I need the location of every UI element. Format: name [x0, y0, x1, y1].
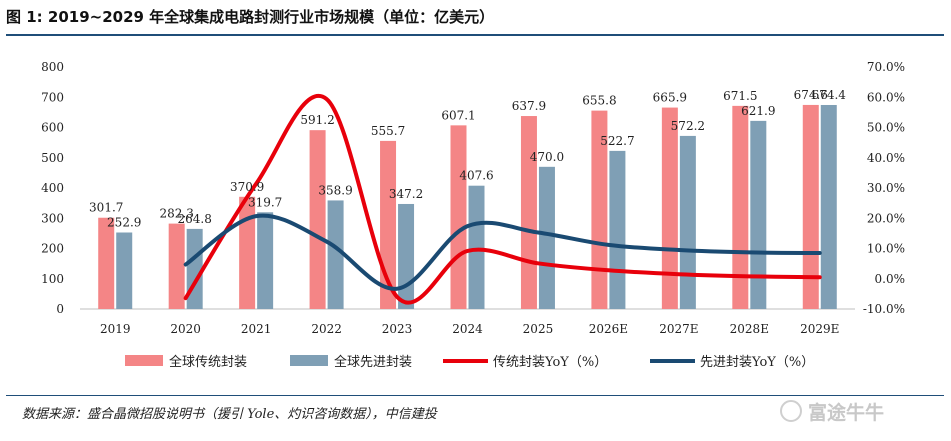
bar-advanced — [327, 200, 344, 309]
source-divider — [6, 395, 944, 396]
bar-advanced — [398, 203, 415, 309]
x-tick-label: 2026E — [589, 322, 628, 336]
data-label-advanced: 264.8 — [178, 212, 212, 226]
x-tick-label: 2028E — [730, 322, 769, 336]
bar-traditional — [661, 107, 678, 309]
bar-traditional — [309, 130, 326, 309]
y-left-tick-label: 700 — [41, 90, 64, 104]
y-right-tick-label: 40.0% — [867, 151, 905, 165]
legend-advanced-bar-label: 全球先进封装 — [334, 354, 412, 370]
bar-traditional — [802, 104, 819, 309]
data-label-advanced: 674.4 — [812, 88, 847, 102]
y-right-tick-label: 50.0% — [867, 121, 905, 135]
bar-advanced — [257, 212, 274, 309]
line-series — [183, 94, 822, 305]
data-label-traditional: 282.3 — [160, 207, 194, 221]
watermark: 富途牛牛 — [780, 398, 884, 425]
y-left-tick-label: 500 — [41, 151, 64, 165]
bar-traditional — [732, 105, 749, 309]
bar-advanced — [116, 232, 133, 309]
data-labels: 301.7 282.3 370.9 591.2 555.7 607.1 637.9 655.8… — [89, 88, 846, 230]
bar-advanced — [186, 228, 203, 309]
data-label-advanced: 347.2 — [389, 187, 423, 201]
y-left-tick-label: 800 — [41, 60, 64, 74]
data-label-traditional: 665.9 — [653, 91, 687, 105]
bar-traditional — [168, 223, 185, 309]
data-label-advanced: 319.7 — [248, 195, 282, 209]
watermark-logo-icon — [780, 400, 802, 422]
x-tick-label: 2020 — [170, 322, 201, 336]
x-tick-label: 2021 — [241, 322, 272, 336]
y-right-tick-label: 60.0% — [867, 90, 905, 104]
legend-traditional-line-label: 传统封装YoY（%） — [493, 355, 607, 370]
legend-traditional-bar-label: 全球传统封装 — [169, 354, 247, 370]
line-advanced-yoy — [183, 213, 822, 291]
legend-traditional-bar-swatch — [125, 355, 163, 366]
data-label-advanced: 621.9 — [741, 104, 775, 118]
y-right-tick-label: 10.0% — [867, 242, 905, 256]
x-tick-label: 2027E — [659, 322, 698, 336]
data-label-traditional: 674.6 — [794, 88, 828, 102]
data-label-traditional: 671.5 — [723, 89, 757, 103]
data-label-traditional: 370.9 — [230, 180, 264, 194]
chart-title: 图 1: 2019~2029 年全球集成电路封测行业市场规模（单位：亿美元） — [6, 8, 495, 26]
legend-advanced-line-label: 先进封装YoY（%） — [700, 355, 814, 370]
data-label-advanced: 470.0 — [530, 150, 564, 164]
x-tick-label: 2025 — [523, 322, 554, 336]
line-traditional-yoy — [183, 94, 822, 305]
y-right-tick-label: -10.0% — [863, 302, 905, 316]
chart-axes: 0 100 200 300 400 500 600 700 800 -10.0% 0.0% 10.0%… — [41, 60, 905, 336]
market-size-chart: 0 100 200 300 400 500 600 700 800 -10.0% 0.0% 10.0%… — [41, 60, 905, 370]
bar-advanced — [609, 150, 626, 309]
y-right-tick-label: 30.0% — [867, 181, 905, 195]
y-right-tick-label: 70.0% — [867, 60, 905, 74]
x-tick-label: 2019 — [100, 322, 131, 336]
x-tick-label: 2023 — [382, 322, 413, 336]
bar-advanced — [468, 185, 485, 309]
bar-traditional — [239, 196, 256, 309]
x-tick-label: 2029E — [800, 322, 839, 336]
source-note: 数据来源：盛合晶微招股说明书（援引 Yole、灼识咨询数据），中信建投 — [22, 407, 437, 422]
title-underline — [6, 34, 944, 36]
bar-traditional — [520, 116, 537, 309]
watermark-text: 富途牛牛 — [808, 402, 885, 424]
bar-advanced — [679, 135, 696, 309]
bar-traditional — [591, 110, 608, 309]
y-left-tick-label: 600 — [41, 121, 64, 135]
y-left-tick-label: 300 — [41, 211, 64, 225]
y-left-tick-label: 100 — [41, 272, 64, 286]
data-label-advanced: 522.7 — [600, 134, 634, 148]
y-left-tick-label: 0 — [56, 302, 64, 316]
chart-legend: 全球传统封装 全球先进封装 传统封装YoY（%） 先进封装YoY（%） — [125, 354, 814, 370]
legend-advanced-bar-swatch — [290, 355, 328, 366]
bar-advanced — [750, 120, 767, 310]
data-label-advanced: 252.9 — [107, 215, 141, 229]
x-tick-label: 2022 — [311, 322, 342, 336]
data-label-traditional: 607.1 — [441, 108, 475, 122]
data-label-advanced: 407.6 — [459, 169, 493, 183]
data-label-traditional: 655.8 — [582, 94, 616, 108]
y-right-tick-label: 20.0% — [867, 211, 905, 225]
bar-traditional — [450, 125, 467, 309]
bar-advanced — [820, 104, 837, 309]
data-label-traditional: 555.7 — [371, 124, 405, 138]
bar-traditional — [98, 217, 115, 309]
y-left-tick-label: 200 — [41, 242, 64, 256]
data-label-advanced: 572.2 — [671, 119, 705, 133]
data-label-traditional: 637.9 — [512, 99, 546, 113]
data-label-traditional: 591.2 — [300, 113, 334, 127]
y-left-tick-label: 400 — [41, 181, 64, 195]
bar-series — [98, 104, 837, 310]
x-tick-label: 2024 — [452, 322, 483, 336]
data-label-advanced: 358.9 — [318, 183, 352, 197]
y-right-tick-label: 0.0% — [875, 272, 906, 286]
data-label-traditional: 301.7 — [89, 201, 123, 215]
bar-advanced — [538, 166, 555, 309]
